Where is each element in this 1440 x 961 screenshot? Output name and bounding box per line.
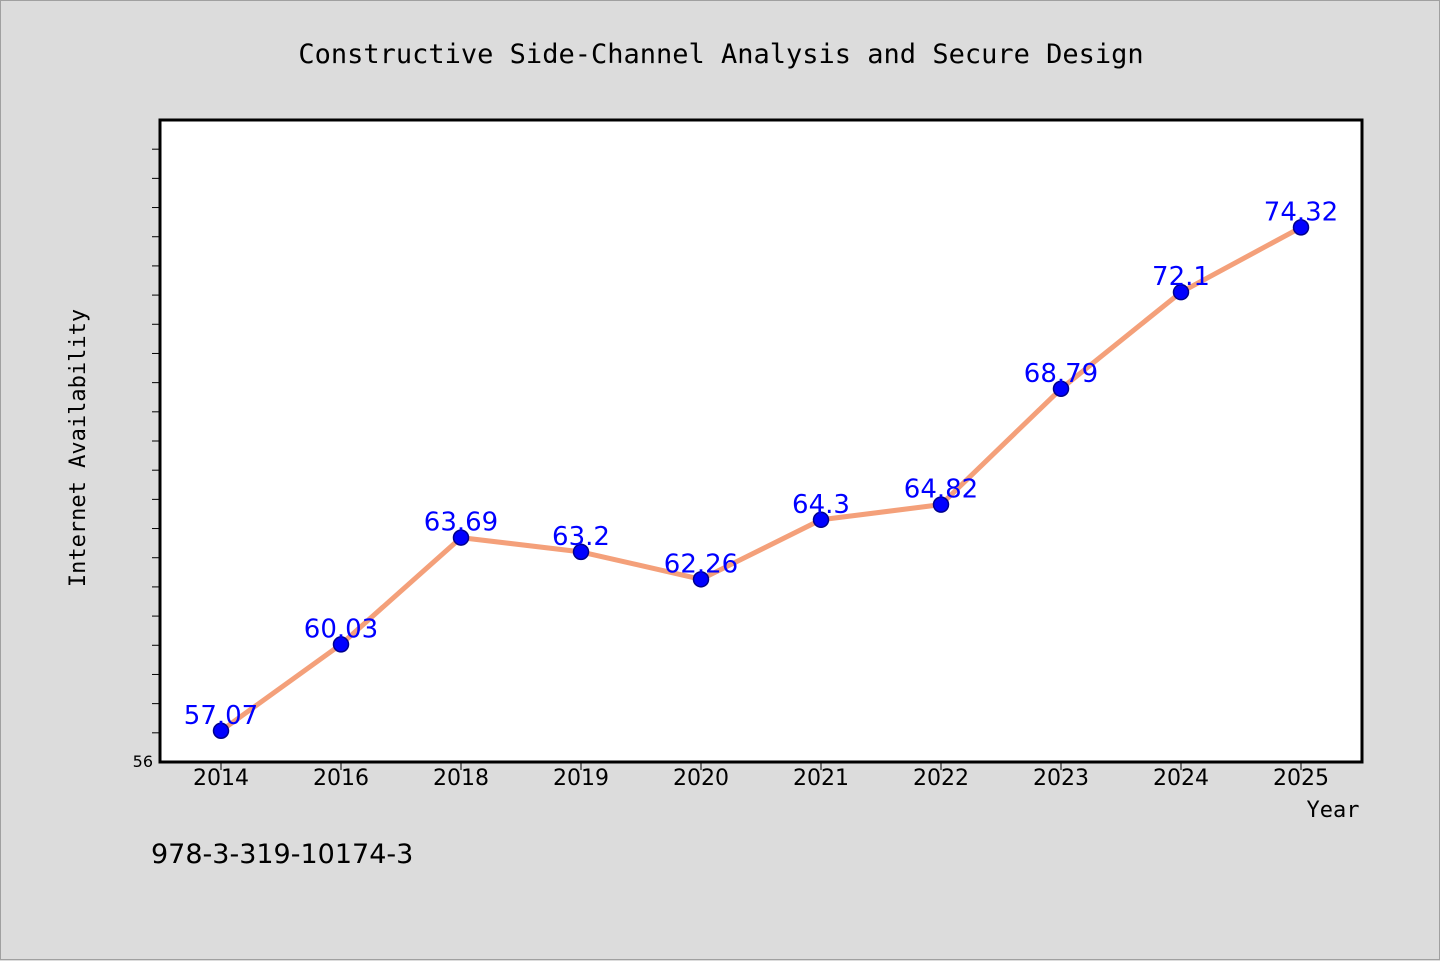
isbn-text: 978-3-319-10174-3 bbox=[151, 839, 413, 870]
x-tick-label: 2023 bbox=[1033, 766, 1089, 791]
data-label: 63.2 bbox=[552, 522, 610, 552]
data-point bbox=[692, 571, 710, 588]
x-tick-label: 2021 bbox=[793, 766, 849, 791]
data-label: 68.79 bbox=[1024, 359, 1098, 389]
data-point bbox=[572, 543, 590, 561]
data-label: 57.07 bbox=[184, 701, 258, 731]
data-point bbox=[212, 722, 230, 740]
x-tick-label: 2024 bbox=[1153, 766, 1209, 791]
y-axis-label: Internet Availability bbox=[66, 309, 91, 587]
x-tick-label: 2016 bbox=[313, 766, 369, 791]
data-point bbox=[932, 496, 950, 513]
data-point bbox=[812, 511, 830, 529]
x-axis-label: Year bbox=[1307, 798, 1360, 823]
data-point bbox=[332, 636, 350, 653]
data-label: 74.32 bbox=[1264, 197, 1338, 227]
y-axis-ticks bbox=[152, 148, 160, 734]
data-label: 64.82 bbox=[904, 475, 978, 505]
x-tick-label: 2022 bbox=[913, 766, 969, 791]
data-label: 64.3 bbox=[792, 490, 850, 520]
data-label: 72.1 bbox=[1152, 262, 1210, 292]
data-label: 62.26 bbox=[664, 549, 738, 579]
x-tick-label: 2019 bbox=[553, 766, 609, 791]
data-labels: 57.07 60.03 63.69 63.2 62.26 64.3 64.82 68.79 72… bbox=[184, 197, 1338, 730]
series-markers bbox=[212, 219, 1310, 740]
x-tick-label: 2018 bbox=[433, 766, 489, 791]
x-axis: 2014 2016 2018 2019 2020 2021 2022 2023 2024 2025 bbox=[193, 762, 1329, 791]
data-point bbox=[1052, 380, 1070, 398]
x-tick-label: 2025 bbox=[1273, 766, 1329, 791]
plot-area bbox=[158, 118, 1364, 764]
y-tick-label-min: 56 bbox=[133, 752, 153, 771]
data-point bbox=[1172, 283, 1190, 301]
chart-title: Constructive Side-Channel Analysis and S… bbox=[298, 39, 1143, 70]
x-tick-label: 2020 bbox=[673, 766, 729, 791]
data-label: 60.03 bbox=[304, 614, 378, 644]
data-point bbox=[452, 529, 470, 546]
data-label: 63.69 bbox=[424, 508, 498, 538]
series-line bbox=[218, 224, 1304, 734]
data-point bbox=[1292, 219, 1310, 236]
x-tick-label: 2014 bbox=[193, 766, 249, 791]
